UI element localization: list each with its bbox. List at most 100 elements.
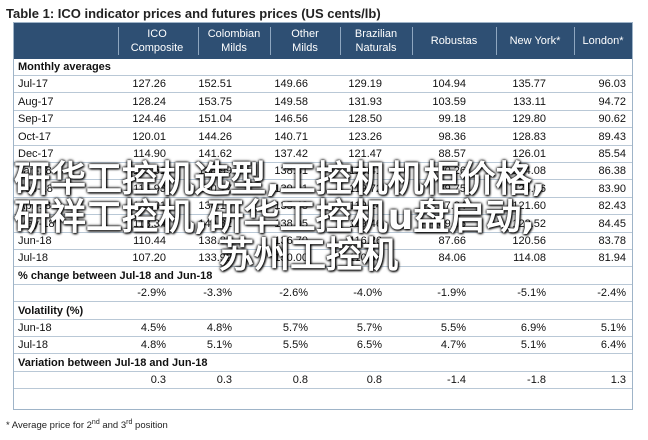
table-cell: 114.08 [513, 252, 546, 265]
table-cell: 82.43 [598, 200, 626, 213]
table-row: Dec-17 114.90 141.62 137.42 121.47 88.57 126.0… [14, 146, 632, 163]
table-cell: 83.90 [598, 182, 626, 195]
table-cell: 107.20 [132, 252, 166, 265]
table-cell: 0.8 [292, 374, 308, 387]
table-cell: 113.34 [133, 217, 166, 230]
table-cell: 84.06 [438, 252, 466, 265]
table-cell: 119.41 [349, 165, 382, 178]
table-row: -2.9% -3.3% -2.6% -4.0% -1.9% -5.1% -2.4% [14, 285, 632, 303]
table-cell: 87.66 [438, 235, 466, 247]
table-cell: -3.3% [203, 287, 232, 300]
table-cell: 123.26 [348, 130, 382, 143]
table-cell: 126.01 [512, 148, 546, 160]
table-cell: -1.8 [527, 374, 546, 387]
table-cell: 5.5% [282, 339, 308, 352]
table-cell: 140.71 [274, 130, 308, 143]
table-cell: 5.1% [520, 339, 546, 352]
table-cell: 121.60 [512, 200, 546, 213]
table-cell: 6.5% [356, 339, 382, 352]
table-cell: 81.94 [598, 252, 626, 265]
row-label: Jun-18 [18, 322, 52, 334]
table-cell: 119.24 [349, 200, 382, 213]
table-cell: 4.7% [440, 339, 466, 352]
table-cell: 84.45 [598, 217, 626, 230]
column-header-line1: Brazilian [354, 28, 398, 40]
table-cell: 94.72 [598, 95, 626, 108]
table-cell: 128.83 [512, 130, 546, 143]
table-cell: 85.54 [598, 148, 626, 160]
table-row: Jan-18 113.51 138.99 138.81 119.41 90.26 124.0… [14, 163, 632, 181]
table-cell: 127.26 [132, 78, 166, 91]
row-label: Apr-18 [18, 200, 52, 213]
row-label: Feb-18 [18, 182, 53, 195]
table-title: Table 1: ICO indicator prices and future… [6, 6, 381, 21]
table-cell: 4.5% [140, 322, 166, 334]
column-header: New York* [496, 23, 574, 59]
table-cell: -1.9% [437, 287, 466, 300]
table-cell: 149.66 [274, 78, 308, 91]
table-row: Jun-18 4.5% 4.8% 5.7% 5.7% 5.5% 6.9% 5.1% [14, 320, 632, 337]
footnote-position-1: 2 [86, 420, 92, 432]
row-label: Jul-18 [18, 339, 48, 352]
table-cell: 5.1% [206, 339, 232, 352]
row-label: May-18 [18, 217, 55, 230]
table-cell: 114.90 [133, 148, 166, 160]
table-cell: 83.78 [598, 235, 626, 247]
table-cell: 113.01 [133, 200, 166, 213]
table-cell: 129.80 [512, 113, 546, 126]
table-cell: 133.11 [513, 95, 546, 108]
column-header-line1: ICO [147, 28, 167, 40]
table-cell: 1.3 [610, 374, 626, 387]
header-separator [496, 27, 497, 55]
table-cell: -1.4 [447, 374, 466, 387]
table-cell: 153.75 [198, 95, 232, 108]
table-cell: 0.8 [366, 374, 382, 387]
table-row: Jun-18 110.44 138.85 136.70 116.26 87.66 120.5… [14, 233, 632, 250]
table-cell: -4.0% [353, 287, 382, 300]
table-cell: 116.26 [349, 235, 382, 247]
table-cell: 124.46 [132, 113, 166, 126]
table-cell: 122.52 [512, 217, 546, 230]
table-cell: 0.3 [216, 374, 232, 387]
header-separator [574, 27, 575, 55]
section-label: Variation between Jul-18 and Jun-18 [18, 356, 208, 369]
column-header-line1: London* [582, 35, 624, 47]
header-separator [198, 27, 199, 55]
table-cell: 131.93 [348, 95, 382, 108]
table-row: Jul-17 127.26 152.51 149.66 129.19 104.94 135.… [14, 76, 632, 94]
table-cell: 89.43 [598, 130, 626, 143]
table-cell: 89.56 [438, 217, 466, 230]
table-cell: 128.50 [348, 113, 382, 126]
header-separator [412, 27, 413, 55]
table-row: Apr-18 113.01 138.13 135.48 119.24 87.84 121.6… [14, 198, 632, 216]
table-cell: 152.51 [198, 78, 232, 91]
table-row: May-18 113.34 140.82 138.05 119.46 89.56 122.5… [14, 216, 632, 233]
table-row: Aug-17 128.24 153.75 149.58 131.93 103.59 133.… [14, 94, 632, 111]
price-table: ICO Composite Colombian Milds Other Milds Braz… [13, 22, 633, 410]
table-cell: 151.04 [198, 113, 232, 126]
column-header: Colombian Milds [198, 23, 270, 59]
table-cell: 113.51 [133, 165, 166, 178]
table-cell: 133.92 [198, 252, 232, 265]
section-header-row: % change between Jul-18 and Jun-18 [14, 268, 632, 285]
column-header-line1: Colombian [207, 28, 261, 40]
table-cell: 6.9% [520, 322, 546, 334]
row-label: Oct-17 [18, 130, 52, 143]
column-header-line2: Milds [292, 42, 318, 54]
table-cell: 124.08 [512, 165, 546, 178]
table-cell: 141.62 [198, 148, 232, 160]
table-cell: -5.1% [517, 287, 546, 300]
table-cell: 110.54 [349, 252, 382, 265]
row-label: Jun-18 [18, 235, 52, 247]
table-cell: 144.26 [198, 130, 232, 143]
table-cell: 88.57 [438, 148, 466, 160]
table-cell: 130.00 [274, 252, 308, 265]
section-header-row: Monthly averages [14, 59, 632, 76]
footnote-position-2: 3 [120, 420, 127, 432]
row-label: Jul-18 [18, 252, 48, 265]
table-cell: 135.77 [512, 78, 546, 91]
table-cell: 110.44 [133, 235, 166, 247]
table-cell: 138.05 [274, 217, 308, 230]
column-header: London* [574, 23, 632, 59]
section-header-row: Variation between Jul-18 and Jun-18 [14, 355, 632, 372]
